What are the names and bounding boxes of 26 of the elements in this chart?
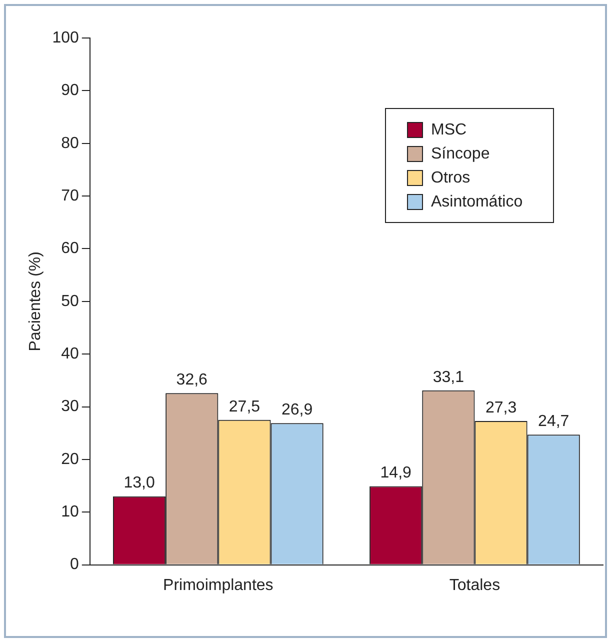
x-tick-label: Totales [449, 576, 500, 594]
y-tick-label: 90 [61, 82, 79, 100]
legend-label: Asintomático [431, 193, 523, 210]
data-label: 32,6 [176, 371, 208, 388]
data-label: 13,0 [124, 474, 155, 492]
legend-label: Otros [431, 169, 470, 186]
y-tick-label: 70 [61, 187, 79, 204]
data-label: 24,7 [538, 413, 570, 430]
x-tick-label: Primoimplantes [163, 576, 274, 594]
data-label: 33,1 [432, 368, 464, 386]
y-tick-label: 80 [61, 134, 79, 152]
data-label: 27,5 [228, 398, 260, 416]
y-axis-title: Pacientes (%) [27, 252, 44, 352]
y-tick-label: 40 [61, 345, 79, 362]
data-label: 26,9 [281, 401, 313, 418]
legend-label: MSC [431, 121, 467, 138]
data-label: 14,9 [380, 464, 412, 482]
y-tick-label: 30 [61, 398, 79, 416]
legend-label: Síncope [431, 145, 490, 162]
y-tick-label: 60 [61, 240, 79, 258]
y-tick-label: 100 [52, 29, 79, 46]
y-tick-label: 20 [61, 450, 79, 468]
y-tick-label: 0 [70, 556, 79, 574]
y-tick-label: 10 [61, 504, 79, 521]
y-tick-label: 50 [61, 292, 79, 310]
data-label: 27,3 [485, 399, 517, 416]
